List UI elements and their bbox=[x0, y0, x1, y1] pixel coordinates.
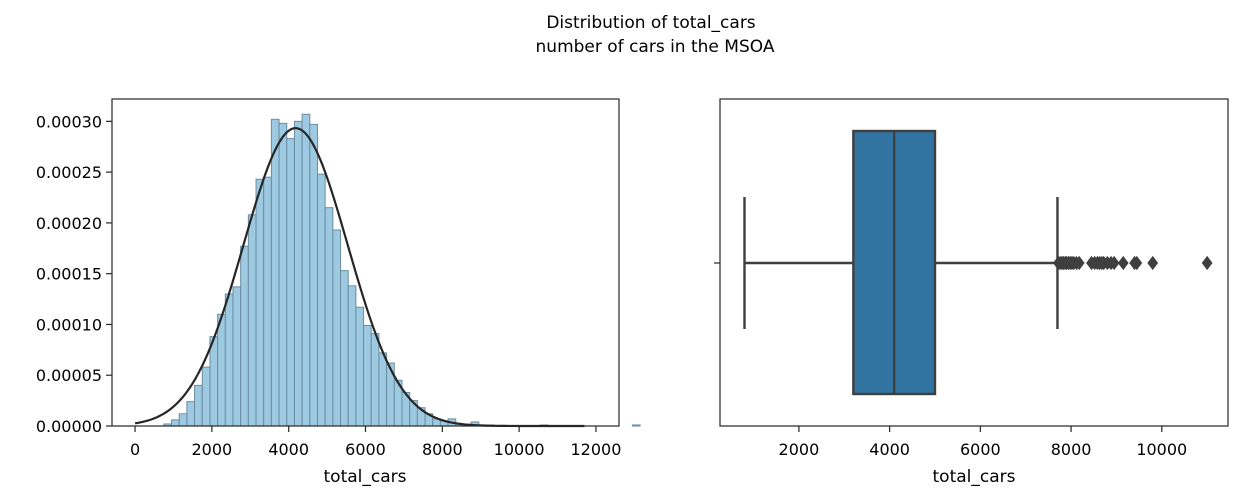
boxplot-outlier bbox=[1131, 255, 1143, 271]
histogram-x-axis-label: total_cars bbox=[324, 467, 407, 487]
boxplot-x-tick-label: 6000 bbox=[960, 440, 1001, 459]
boxplot-x-tick-label: 2000 bbox=[779, 440, 820, 459]
boxplot-outlier bbox=[1147, 255, 1159, 271]
histogram-bar bbox=[232, 286, 242, 427]
histogram-bar bbox=[240, 245, 249, 427]
histogram-bar bbox=[247, 214, 257, 427]
histogram-bar bbox=[286, 138, 295, 427]
boxplot-x-ticks: 2000 4000 6000 8000 10000 bbox=[779, 426, 1187, 459]
histogram-bar bbox=[301, 113, 311, 427]
histogram-bar bbox=[363, 324, 372, 427]
histogram-bar bbox=[224, 293, 234, 427]
boxplot-x-tick-label: 8000 bbox=[1051, 440, 1092, 459]
boxplot-outlier bbox=[1073, 255, 1085, 271]
histogram-y-tick-label: 0.00025 bbox=[36, 163, 102, 182]
boxplot-x-tick-label: 10000 bbox=[1136, 440, 1187, 459]
histogram-bar bbox=[263, 176, 272, 427]
histogram-y-tick-label: 0.00000 bbox=[36, 417, 102, 436]
chart-subtitle: number of cars in the MSOA bbox=[536, 37, 775, 57]
histogram-bar bbox=[209, 336, 219, 427]
histogram-bar bbox=[201, 366, 211, 427]
histogram-y-tick-label: 0.00030 bbox=[36, 112, 102, 131]
histogram-bar bbox=[378, 352, 388, 427]
boxplot-elements bbox=[743, 129, 1213, 396]
histogram-bar bbox=[255, 178, 265, 427]
boxplot-outlier bbox=[1117, 255, 1129, 271]
histogram-bar bbox=[340, 270, 349, 427]
histogram-bar bbox=[217, 313, 226, 427]
histogram-bar bbox=[347, 285, 357, 427]
histogram-x-tick-label: 6000 bbox=[345, 440, 386, 459]
histogram-bar bbox=[171, 419, 180, 427]
histogram-bar bbox=[278, 122, 288, 427]
histogram-bar bbox=[194, 384, 203, 427]
histogram-bar bbox=[332, 229, 342, 427]
histogram-y-tick-label: 0.00010 bbox=[36, 315, 102, 334]
histogram-panel: 0 2000 4000 6000 8000 10000 12000 0.000000.000… bbox=[36, 98, 641, 487]
histogram-bar bbox=[309, 123, 318, 427]
histogram-x-tick-label: 8000 bbox=[422, 440, 463, 459]
histogram-bar bbox=[270, 118, 280, 427]
histogram-x-ticks: 0 2000 4000 6000 8000 10000 12000 bbox=[130, 426, 621, 459]
histogram-bar bbox=[186, 401, 196, 427]
histogram-y-ticks: 0.00000 0.00005 0.00010 0.00015 0.00020 0.000… bbox=[36, 112, 112, 436]
boxplot-panel: 2000 4000 6000 8000 10000 total_cars bbox=[714, 98, 1229, 487]
histogram-bar bbox=[178, 413, 188, 427]
histogram-x-tick-label: 4000 bbox=[268, 440, 309, 459]
histogram-y-tick-label: 0.00020 bbox=[36, 214, 102, 233]
histogram-bar bbox=[631, 424, 641, 427]
chart-title: Distribution of total_cars bbox=[546, 13, 755, 33]
histogram-x-tick-label: 0 bbox=[130, 440, 140, 459]
histogram-bar bbox=[293, 120, 303, 427]
histogram-x-tick-label: 10000 bbox=[494, 440, 545, 459]
histogram-x-tick-label: 12000 bbox=[571, 440, 622, 459]
histogram-bar bbox=[324, 207, 334, 427]
histogram-bars bbox=[163, 113, 641, 427]
boxplot-outlier bbox=[1108, 255, 1120, 271]
boxplot-x-axis-label: total_cars bbox=[933, 467, 1016, 487]
histogram-y-tick-label: 0.00005 bbox=[36, 366, 102, 385]
histogram-bar bbox=[316, 173, 326, 427]
histogram-bar bbox=[355, 306, 365, 427]
histogram-x-tick-label: 2000 bbox=[192, 440, 233, 459]
boxplot-outlier bbox=[1201, 255, 1213, 271]
boxplot-x-tick-label: 4000 bbox=[869, 440, 910, 459]
histogram-y-tick-label: 0.00015 bbox=[36, 265, 102, 284]
histogram-bar bbox=[370, 333, 380, 427]
